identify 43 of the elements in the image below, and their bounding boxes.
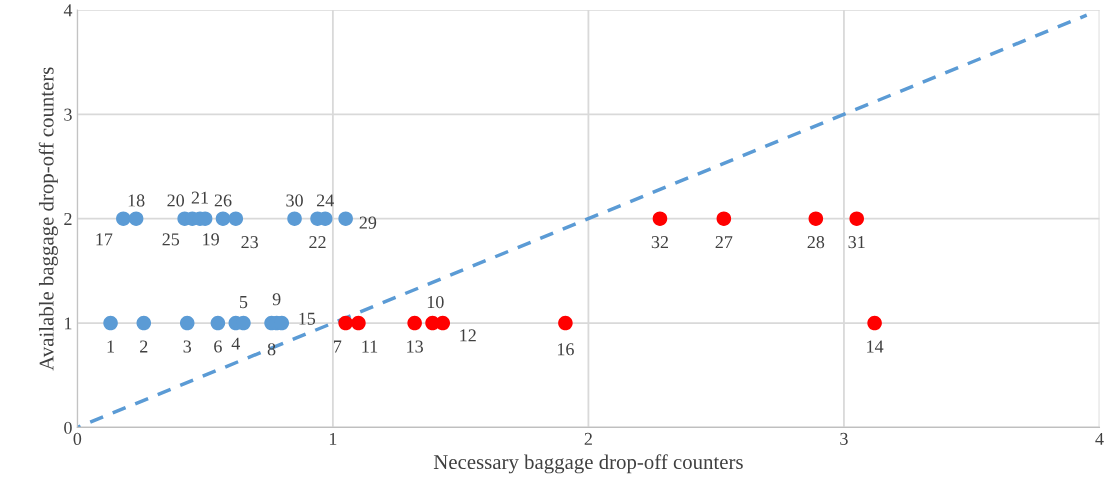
y-tick-label: 1: [65, 317, 72, 330]
annotation: 29: [359, 216, 377, 229]
annotation: 20: [167, 194, 185, 207]
x-tick-label: 4: [1095, 432, 1104, 445]
annotation: 21: [191, 191, 208, 204]
annotation: 9: [272, 293, 281, 306]
annotation: 6: [214, 340, 222, 353]
annotation: 2: [140, 340, 148, 353]
annotation: 4: [231, 337, 241, 350]
annotation: 32: [651, 236, 668, 249]
annotation: 30: [286, 194, 303, 207]
y-tick-label: 3: [64, 108, 72, 121]
y-tick-label: 2: [64, 212, 72, 225]
annotation: 1: [107, 340, 114, 353]
annotation: 22: [309, 236, 326, 249]
annotation: 25: [162, 233, 180, 246]
annotation: 13: [407, 340, 423, 353]
annotation: 10: [427, 295, 444, 309]
x-tick-label: 2: [584, 432, 592, 445]
x-tick-label: 1: [329, 432, 337, 445]
annotation: 18: [128, 194, 145, 207]
y-tick-label: 0: [64, 421, 72, 434]
annotation: 3: [183, 340, 192, 353]
annotation: 17: [96, 233, 113, 246]
annotation: 28: [807, 236, 825, 249]
annotation: 16: [557, 343, 574, 356]
y-tick-label: 4: [63, 4, 73, 17]
annotation: 23: [241, 236, 258, 249]
annotation: 27: [715, 236, 733, 249]
annotation: 7: [334, 340, 342, 353]
y-axis-title: Available baggage drop-off counters: [38, 67, 58, 371]
annotation: 11: [362, 340, 378, 353]
annotation: 14: [867, 340, 884, 353]
annotation: 19: [203, 233, 219, 246]
annotation: 24: [316, 194, 334, 207]
annotation: 31: [848, 236, 865, 249]
annotation: 12: [460, 329, 476, 342]
x-tick-label: 0: [73, 432, 82, 445]
x-tick-label: 3: [840, 432, 848, 445]
annotation: 5: [239, 296, 248, 309]
annotation: 26: [214, 194, 232, 207]
x-axis-title: Necessary baggage drop-off counters: [433, 454, 743, 474]
annotation: 15: [299, 312, 316, 325]
